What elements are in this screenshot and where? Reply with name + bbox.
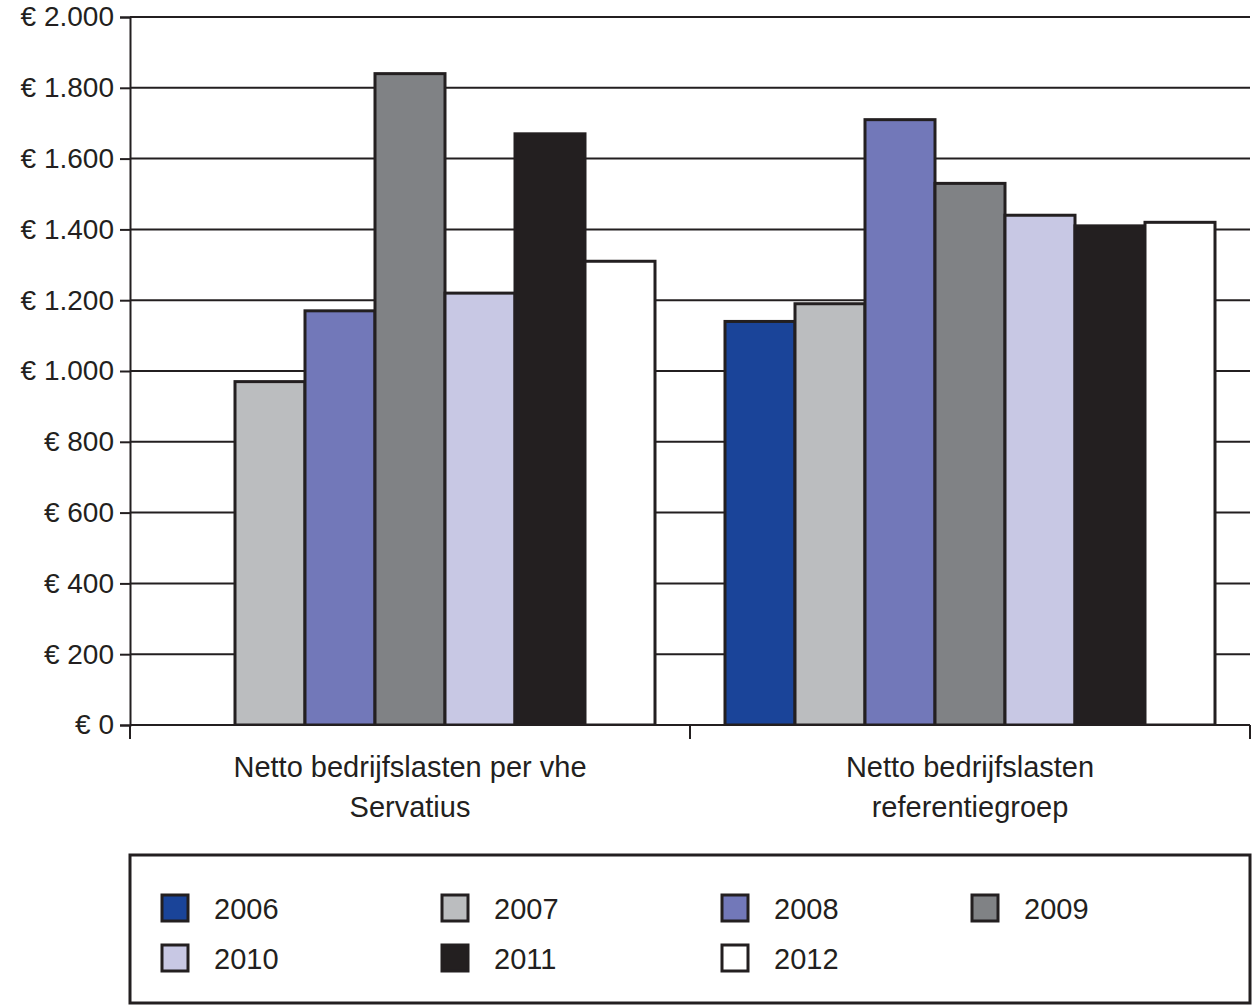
bar	[515, 134, 585, 725]
bar	[1005, 215, 1075, 725]
legend-item: 2011	[442, 943, 556, 975]
grid-line	[130, 16, 1250, 18]
legend-label: 2008	[774, 893, 839, 925]
x-group-separator	[689, 725, 691, 739]
bar	[725, 321, 795, 725]
y-tick: € 1.600	[21, 143, 130, 174]
y-tick-label: € 1.800	[21, 72, 114, 103]
bar	[1145, 222, 1215, 725]
y-tick: € 2.000	[21, 1, 130, 32]
y-tick-mark	[120, 512, 130, 514]
grid-line	[130, 158, 1250, 160]
y-tick-label: € 1.600	[21, 143, 114, 174]
y-axis: € 0 € 200 € 400 € 600 € 800 € 1.000 € 1.200 € 1…	[21, 1, 131, 740]
legend-swatch	[972, 895, 998, 921]
bar	[935, 183, 1005, 725]
legend-swatch	[162, 945, 188, 971]
legend-label: 2007	[494, 893, 559, 925]
grid-line	[130, 87, 1250, 89]
legend-swatch	[162, 895, 188, 921]
y-tick-label: € 1.400	[21, 214, 114, 245]
y-tick: € 1.400	[21, 214, 130, 245]
bar	[1075, 226, 1145, 725]
legend-label: 2009	[1024, 893, 1089, 925]
legend-label: 2006	[214, 893, 279, 925]
legend-swatch	[722, 895, 748, 921]
y-tick: € 0	[75, 709, 130, 740]
y-tick: € 800	[44, 426, 130, 457]
y-tick: € 1.000	[21, 355, 130, 386]
legend-box	[130, 855, 1250, 1003]
y-tick: € 200	[44, 639, 130, 670]
legend-item: 2010	[162, 943, 279, 975]
y-tick-mark	[120, 583, 130, 585]
y-tick-label: € 2.000	[21, 1, 114, 32]
y-tick-mark	[120, 371, 130, 373]
bar	[445, 293, 515, 725]
y-tick-mark	[120, 229, 130, 231]
y-tick-mark	[120, 300, 130, 302]
bar	[375, 74, 445, 725]
grid	[130, 17, 1250, 725]
y-tick: € 1.800	[21, 72, 130, 103]
legend-item: 2008	[722, 893, 839, 925]
bar	[795, 304, 865, 725]
y-tick-label: € 200	[44, 639, 114, 670]
x-group-separator	[1249, 725, 1251, 739]
legend-swatch	[722, 945, 748, 971]
chart: € 0 € 200 € 400 € 600 € 800 € 1.000 € 1.200 € 1…	[0, 0, 1255, 1007]
y-tick-label: € 0	[75, 709, 114, 740]
y-tick: € 600	[44, 497, 130, 528]
y-tick-label: € 600	[44, 497, 114, 528]
x-axis: Netto bedrijfslasten per vheServatius Net…	[130, 725, 1250, 823]
bar	[305, 311, 375, 725]
legend-item: 2009	[972, 893, 1089, 925]
legend-item: 2006	[162, 893, 279, 925]
y-tick: € 400	[44, 568, 130, 599]
legend-label: 2010	[214, 943, 279, 975]
y-tick-label: € 800	[44, 426, 114, 457]
y-tick-label: € 1.000	[21, 355, 114, 386]
y-tick-mark	[120, 725, 130, 727]
legend-label: 2011	[494, 943, 556, 975]
y-tick-mark	[120, 158, 130, 160]
legend-label: 2012	[774, 943, 839, 975]
bar	[235, 382, 305, 725]
legend-item: 2012	[722, 943, 839, 975]
legend-item: 2007	[442, 893, 559, 925]
x-group-separator	[129, 725, 131, 739]
x-category-label: Netto bedrijfslastenreferentiegroep	[846, 751, 1094, 823]
x-category-label: Netto bedrijfslasten per vheServatius	[233, 751, 586, 823]
y-tick: € 1.200	[21, 285, 130, 316]
y-tick-mark	[120, 654, 130, 656]
y-tick-label: € 400	[44, 568, 114, 599]
bar	[865, 120, 935, 725]
legend-swatch	[442, 895, 468, 921]
y-axis-line	[120, 18, 131, 726]
legend-swatch	[442, 945, 468, 971]
y-tick-mark	[120, 17, 130, 19]
y-tick-mark	[120, 87, 130, 89]
legend: 2006 2007 2008 2009 2010 2011 2012	[130, 855, 1250, 1003]
bar	[585, 261, 655, 725]
bars	[235, 74, 1215, 725]
y-tick-label: € 1.200	[21, 285, 114, 316]
y-tick-mark	[120, 441, 130, 443]
